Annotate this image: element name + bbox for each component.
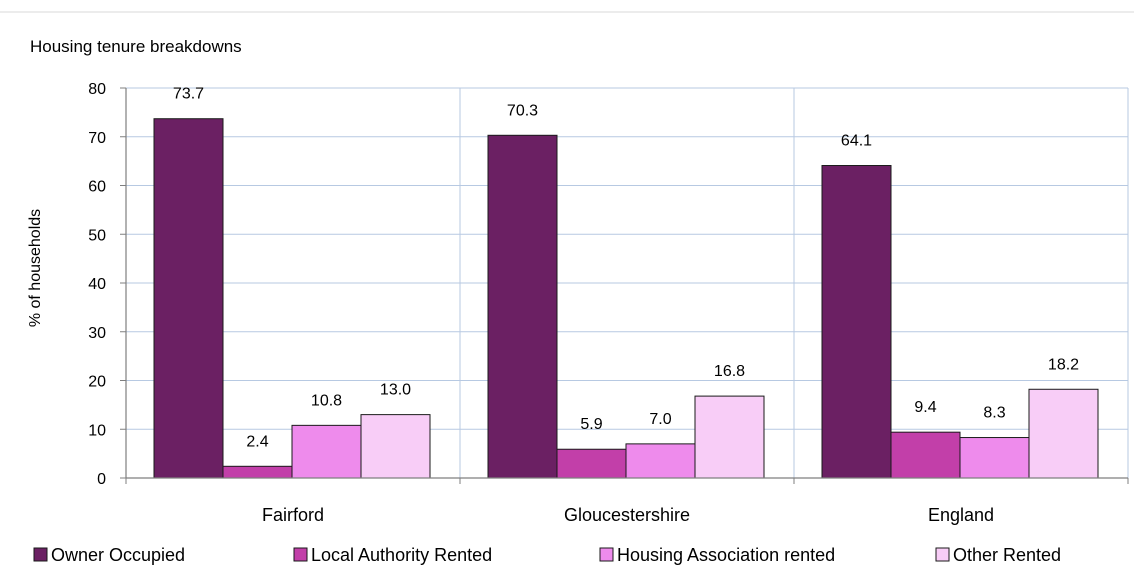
- data-label: 8.3: [983, 405, 1005, 422]
- bar: [821, 165, 892, 479]
- y-tick-label: 40: [88, 276, 106, 293]
- y-tick-label: 10: [88, 422, 106, 439]
- bar: [625, 443, 696, 479]
- bar: [360, 414, 431, 479]
- legend-label: Other Rented: [953, 545, 1061, 565]
- axes: 0 10 20 30 40 50 60 70 80 Fairford Gloucestershire…: [88, 81, 1129, 525]
- y-axis-label: % of households: [27, 209, 44, 327]
- y-tick-label: 80: [88, 81, 106, 98]
- y-tick-label: 60: [88, 179, 106, 196]
- gridlines: [126, 87, 1129, 478]
- bar: [222, 465, 293, 479]
- chart-title: Housing tenure breakdowns: [30, 37, 242, 56]
- y-tick-label: 20: [88, 374, 106, 391]
- y-tick-label: 70: [88, 130, 106, 147]
- data-label: 10.8: [311, 392, 342, 409]
- bar: [291, 424, 362, 479]
- bar: [153, 118, 224, 479]
- legend-swatch: [293, 547, 308, 562]
- bar: [890, 431, 961, 479]
- data-label: 13.0: [380, 382, 411, 399]
- bar: [1028, 388, 1099, 479]
- data-label: 2.4: [246, 433, 268, 450]
- data-label: 73.7: [173, 86, 204, 103]
- data-label: 7.0: [649, 411, 671, 428]
- legend-swatch: [599, 547, 614, 562]
- bar: [694, 395, 765, 479]
- x-category-label: Gloucestershire: [564, 505, 690, 525]
- legend-swatch: [935, 547, 950, 562]
- data-label: 9.4: [914, 399, 936, 416]
- bar: [959, 437, 1030, 479]
- bar: [487, 134, 558, 479]
- data-label: 18.2: [1048, 356, 1079, 373]
- bars: [153, 118, 1099, 479]
- legend-swatch: [33, 547, 48, 562]
- x-category-label: England: [928, 505, 994, 525]
- y-tick-label: 50: [88, 227, 106, 244]
- legend-label: Local Authority Rented: [311, 545, 492, 565]
- data-label: 16.8: [714, 363, 745, 380]
- legend-label: Housing Association rented: [617, 545, 835, 565]
- data-label: 70.3: [507, 102, 538, 119]
- data-labels: 73.7 2.4 10.8 13.0 70.3 5.9 7.0 16.8 64.1 9.4 8.3 1…: [173, 86, 1079, 451]
- legend: Owner Occupied Local Authority Rented Hous…: [33, 545, 1061, 565]
- x-category-label: Fairford: [262, 505, 324, 525]
- legend-label: Owner Occupied: [51, 545, 185, 565]
- data-label: 5.9: [580, 416, 602, 433]
- y-tick-label: 0: [97, 471, 106, 488]
- y-tick-label: 30: [88, 325, 106, 342]
- data-label: 64.1: [841, 133, 872, 150]
- bar: [556, 448, 627, 479]
